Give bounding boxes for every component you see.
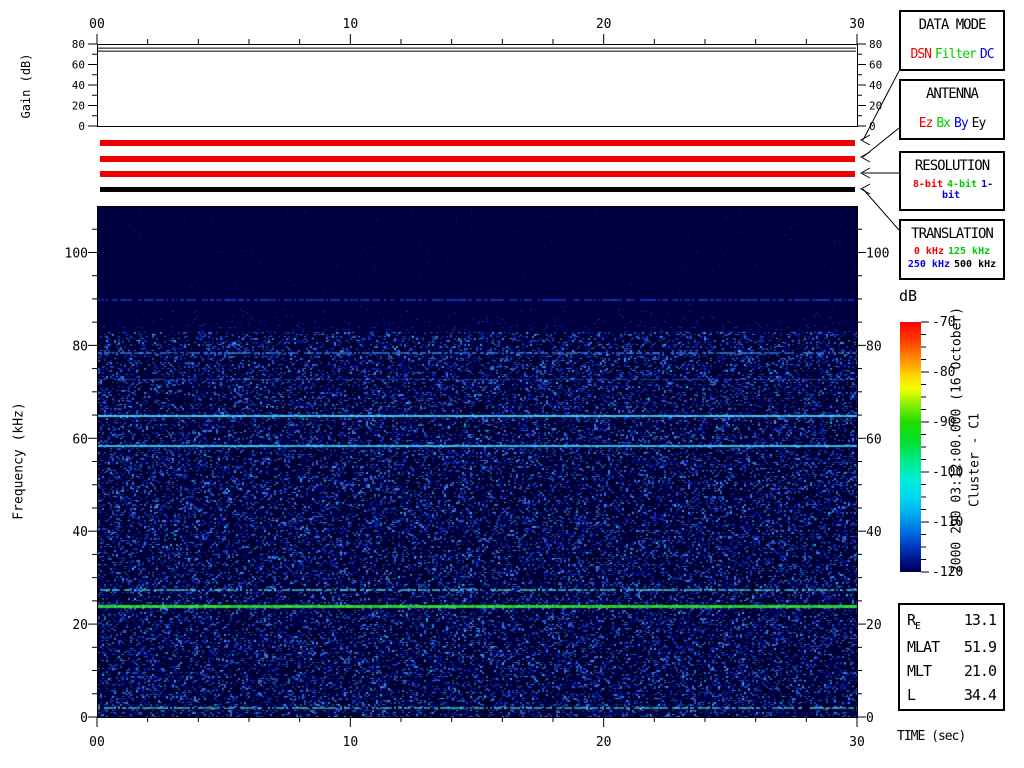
translation-row-1: 0 kHz 125 kHz (901, 245, 1003, 258)
connector-arrowhead-data-mode (861, 135, 870, 145)
data-mode-dsn: DSN (908, 47, 932, 62)
gain-axis-label: Gain (dB) (19, 53, 33, 118)
svg-text:00: 00 (89, 735, 105, 750)
info-row-mlat: MLAT 51.9 (900, 638, 1003, 656)
svg-text:40: 40 (866, 525, 882, 540)
translation-250khz: 250 kHz (906, 259, 952, 270)
svg-text:60: 60 (72, 432, 88, 447)
status-bar-3 (100, 171, 855, 177)
svg-text:0: 0 (869, 120, 876, 133)
data-mode-filter: Filter (933, 47, 978, 62)
info-value-l: 34.4 (964, 686, 996, 704)
svg-text:100: 100 (65, 246, 88, 261)
connector-line-translation (863, 189, 899, 230)
status-bar-1 (100, 140, 855, 146)
svg-text:20: 20 (869, 100, 882, 113)
info-row-mlt: MLT 21.0 (900, 662, 1003, 680)
legend-connector-arrows (861, 71, 899, 230)
connector-line-data-mode (863, 71, 899, 140)
svg-text:80: 80 (72, 38, 85, 51)
translation-0khz: 0 kHz (912, 246, 946, 257)
svg-text:60: 60 (869, 59, 882, 72)
svg-text:60: 60 (72, 59, 85, 72)
resolution-4bit: 4-bit (945, 179, 979, 190)
orbit-info-box: RE 13.1 MLAT 51.9 MLT 21.0 L 34.4 (898, 603, 1005, 711)
colorbar-gradient (900, 322, 921, 572)
antenna-box: ANTENNA Ez Bx By Ey (899, 79, 1005, 140)
connector-line-antenna (863, 128, 899, 157)
svg-text:40: 40 (72, 525, 88, 540)
time-axis-label: TIME (sec) (897, 729, 965, 744)
svg-text:0: 0 (80, 711, 88, 726)
info-value-mlat: 51.9 (964, 638, 996, 656)
info-row-l: L 34.4 (900, 686, 1003, 704)
info-value-re: 13.1 (964, 611, 996, 632)
svg-text:0: 0 (866, 711, 874, 726)
svg-text:10: 10 (343, 735, 359, 750)
colorbar-unit-label: dB (899, 287, 917, 305)
svg-text:30: 30 (849, 735, 865, 750)
status-bar-2 (100, 156, 855, 162)
antenna-title: ANTENNA (901, 86, 1003, 102)
resolution-title: RESOLUTION (901, 158, 1003, 174)
svg-text:00: 00 (89, 17, 105, 32)
svg-text:80: 80 (869, 38, 882, 51)
svg-text:20: 20 (596, 17, 612, 32)
translation-title: TRANSLATION (901, 226, 1003, 242)
info-label-re: RE (907, 611, 920, 632)
data-mode-values: DSN Filter DC (901, 47, 1003, 62)
svg-text:10: 10 (343, 17, 359, 32)
translation-row-2: 250 kHz 500 kHz (901, 258, 1003, 271)
info-value-mlt: 21.0 (964, 662, 996, 680)
datetime-label: 2000 290 03:12:00.000 (16 October) (950, 307, 965, 573)
resolution-8bit: 8-bit (911, 179, 945, 190)
svg-text:0: 0 (78, 120, 85, 133)
svg-text:20: 20 (596, 735, 612, 750)
svg-text:80: 80 (72, 339, 88, 354)
status-bar-4 (100, 187, 855, 192)
page: Gain (dB) Frequency (kHz) 00 00 10 10 20 20 30… (0, 0, 1024, 768)
translation-box: TRANSLATION 0 kHz 125 kHz 250 kHz 500 kHz (899, 219, 1005, 280)
info-label-mlt: MLT (907, 662, 931, 680)
translation-500khz: 500 kHz (952, 259, 998, 270)
translation-125khz: 125 kHz (946, 246, 992, 257)
data-mode-title: DATA MODE (901, 17, 1003, 33)
svg-text:30: 30 (849, 17, 865, 32)
svg-text:80: 80 (866, 339, 882, 354)
connector-arrowhead-translation (861, 184, 870, 194)
antenna-values: Ez Bx By Ey (901, 116, 1003, 131)
data-mode-dc: DC (978, 47, 996, 62)
spectrogram-canvas (98, 207, 857, 717)
svg-text:100: 100 (866, 246, 889, 261)
data-mode-box: DATA MODE DSN Filter DC (899, 10, 1005, 71)
svg-text:20: 20 (72, 618, 88, 633)
antenna-by: By (952, 116, 970, 131)
info-row-re: RE 13.1 (900, 611, 1003, 632)
svg-text:20: 20 (866, 618, 882, 633)
frequency-axis-label: Frequency (kHz) (12, 402, 27, 519)
resolution-box: RESOLUTION 8-bit 4-bit 1-bit (899, 151, 1005, 211)
antenna-ez: Ez (917, 116, 935, 131)
svg-text:40: 40 (72, 79, 85, 92)
resolution-values: 8-bit 4-bit 1-bit (901, 179, 1003, 201)
info-label-l: L (907, 686, 915, 704)
svg-text:60: 60 (866, 432, 882, 447)
connector-arrowhead-antenna (861, 152, 870, 162)
connector-arrowhead-resolution (861, 168, 870, 178)
gain-plot-panel (97, 44, 858, 127)
svg-text:20: 20 (72, 100, 85, 113)
svg-text:40: 40 (869, 79, 882, 92)
antenna-ey: Ey (970, 116, 988, 131)
antenna-bx: Bx (934, 116, 952, 131)
spectrogram-frame (97, 206, 858, 718)
info-label-mlat: MLAT (907, 638, 939, 656)
spacecraft-label: Cluster - C1 (968, 413, 983, 507)
